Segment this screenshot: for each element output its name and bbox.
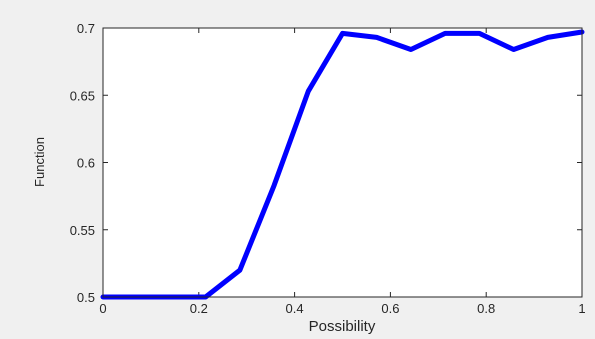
y-axis-label: Function — [32, 137, 47, 187]
y-tick-label: 0.6 — [77, 156, 95, 171]
axes-background — [103, 28, 582, 297]
x-axis-label: Possibility — [309, 318, 376, 334]
y-tick-label: 0.5 — [77, 290, 95, 305]
x-tick-label: 1 — [578, 301, 585, 316]
axes-box — [102, 27, 583, 298]
x-tick-label: 0 — [99, 301, 106, 316]
y-tick-label: 0.7 — [77, 21, 95, 36]
x-tick-label: 0.6 — [381, 301, 399, 316]
y-tick-label: 0.55 — [70, 223, 95, 238]
x-tick-label: 0.4 — [286, 301, 304, 316]
x-tick-label: 0.8 — [477, 301, 495, 316]
y-tick-label: 0.65 — [70, 88, 95, 103]
tick-labels-group: 0 0.2 0.4 0.6 0.8 1 0.5 0.55 0.6 0.65 0.7 — [70, 21, 586, 316]
x-tick-label: 0.2 — [190, 301, 208, 316]
